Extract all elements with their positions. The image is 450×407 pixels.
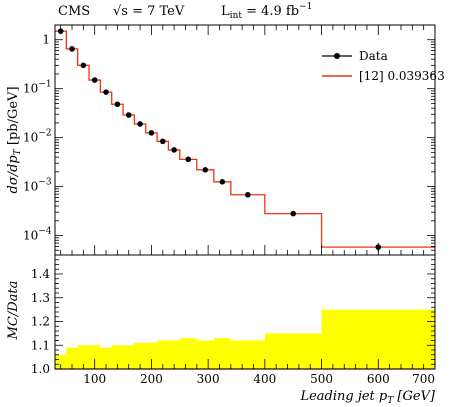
ratio-panel: 1.0 1.1 1.2 1.3 1.4 100 200 300 400 500 600 700 MC… bbox=[6, 254, 436, 406]
data-point bbox=[185, 156, 192, 163]
mc-step-line bbox=[55, 30, 435, 248]
main-y-tick-label: 1 bbox=[42, 33, 50, 47]
ratio-band-bin bbox=[123, 345, 135, 369]
header: CMS √s = 7 TeV Lint = 4.9 fb−1 bbox=[58, 2, 312, 21]
data-point bbox=[159, 138, 166, 145]
ratio-band-bin bbox=[145, 342, 158, 369]
ratio-x-tick-labels: 100 200 300 400 500 600 700 bbox=[83, 372, 435, 386]
ratio-y-tick-label: 1.1 bbox=[31, 338, 50, 352]
data-point bbox=[57, 28, 64, 34]
ratio-y-tick-label: 1.4 bbox=[31, 267, 50, 281]
ratio-band-bin bbox=[55, 354, 67, 369]
x-axis-label: Leading jet pT [GeV] bbox=[299, 389, 435, 406]
luminosity-label: Lint = 4.9 fb−1 bbox=[221, 2, 312, 21]
legend: Data [12] 0.039363 bbox=[322, 49, 445, 83]
data-point bbox=[148, 130, 155, 136]
data-points bbox=[57, 28, 382, 253]
main-y-axis-label-symbol: dσ/dp bbox=[6, 155, 21, 194]
experiment-label: CMS bbox=[58, 4, 90, 19]
energy-label: √s = 7 TeV bbox=[113, 4, 185, 19]
ratio-band-bin bbox=[157, 340, 169, 369]
ratio-x-tick-label: 300 bbox=[197, 372, 220, 386]
ratio-y-axis-label: MC/Data bbox=[6, 281, 21, 341]
ratio-band-bin bbox=[111, 345, 124, 369]
x-axis-label-text: Leading jet bbox=[299, 389, 378, 404]
main-y-tick-label: 10−2 bbox=[23, 129, 52, 145]
main-y-axis-label-unit: [pb/GeV] bbox=[6, 86, 21, 149]
data-point bbox=[219, 179, 226, 185]
ratio-band-bin bbox=[89, 345, 101, 369]
data-point bbox=[290, 210, 297, 217]
x-axis-label-unit: [GeV] bbox=[393, 389, 436, 404]
ratio-band-bin bbox=[134, 342, 146, 369]
ratio-y-tick-labels: 1.0 1.1 1.2 1.3 1.4 bbox=[31, 267, 50, 376]
mc-prediction-steps bbox=[55, 30, 435, 248]
main-y-tick-labels: 1 10−1 10−2 10−3 10−4 bbox=[23, 33, 52, 243]
data-point bbox=[80, 62, 87, 69]
main-y-axis-label-subscript: T bbox=[13, 148, 23, 155]
ratio-band-bin bbox=[179, 338, 197, 369]
ratio-x-tick-label: 400 bbox=[253, 372, 276, 386]
main-ticks bbox=[55, 24, 436, 256]
data-point bbox=[245, 191, 251, 198]
data-point bbox=[114, 101, 121, 108]
ratio-band-bin bbox=[264, 333, 322, 369]
ratio-x-tick-label: 700 bbox=[412, 372, 435, 386]
ratio-band-bin bbox=[77, 345, 90, 369]
legend-data-label: Data bbox=[359, 49, 388, 63]
data-point bbox=[91, 77, 98, 83]
ratio-x-tick-label: 100 bbox=[83, 372, 106, 386]
main-y-tick-label: 10−3 bbox=[23, 178, 52, 194]
ratio-x-tick-label: 600 bbox=[367, 372, 390, 386]
ratio-band-bin bbox=[230, 340, 265, 369]
luminosity-superscript: −1 bbox=[299, 2, 312, 12]
ratio-x-tick-label: 500 bbox=[310, 372, 333, 386]
ratio-y-tick-label: 1.3 bbox=[31, 291, 50, 305]
data-point bbox=[202, 167, 209, 173]
data-point bbox=[137, 121, 143, 127]
data-point bbox=[103, 89, 109, 95]
main-panel: 1 10−1 10−2 10−3 10−4 dσ/dpT [pb/GeV] Data [… bbox=[6, 24, 445, 256]
main-y-tick-label: 10−1 bbox=[23, 80, 52, 96]
x-axis-label-subscript: T bbox=[387, 396, 394, 406]
ratio-ticks bbox=[55, 254, 436, 370]
luminosity-value: = 4.9 fb bbox=[242, 4, 299, 19]
data-point bbox=[69, 46, 75, 52]
ratio-y-tick-label: 1.2 bbox=[31, 315, 50, 329]
main-y-tick-label: 10−4 bbox=[23, 227, 52, 243]
legend-mc-label: [12] 0.039363 bbox=[359, 69, 445, 83]
data-point bbox=[125, 112, 132, 118]
ratio-band-bin bbox=[213, 338, 231, 369]
x-axis-label-variable: p bbox=[379, 389, 388, 404]
ratio-band bbox=[55, 309, 435, 369]
ratio-band-bin bbox=[196, 340, 214, 369]
ratio-band-bin bbox=[66, 347, 78, 369]
ratio-band-bin bbox=[100, 347, 112, 369]
luminosity-symbol: L bbox=[221, 4, 230, 19]
ratio-y-tick-label: 1.0 bbox=[31, 362, 50, 376]
luminosity-subscript: int bbox=[230, 11, 243, 21]
ratio-band-bin bbox=[168, 340, 180, 369]
main-y-axis-label: dσ/dpT [pb/GeV] bbox=[6, 86, 23, 193]
legend-data-marker bbox=[334, 53, 340, 59]
data-point bbox=[171, 147, 177, 153]
ratio-x-tick-label: 200 bbox=[140, 372, 163, 386]
